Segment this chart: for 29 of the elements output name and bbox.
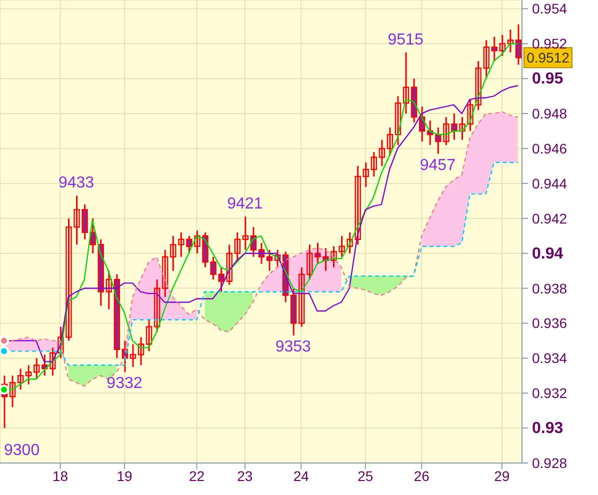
y-tick-label: 0.948 bbox=[532, 106, 568, 122]
annotation: 9457 bbox=[420, 156, 456, 174]
x-tick-label: 23 bbox=[237, 468, 253, 484]
x-tick-label: 22 bbox=[188, 468, 205, 484]
x-tick-label: 19 bbox=[116, 468, 132, 484]
y-tick-label: 0.932 bbox=[532, 385, 568, 402]
annotation: 9300 bbox=[4, 442, 40, 459]
y-tick-label: 0.934 bbox=[532, 350, 568, 366]
annotation: 9515 bbox=[388, 31, 424, 48]
y-tick-label: 0.954 bbox=[532, 0, 568, 17]
y-tick-label: 0.94 bbox=[532, 245, 564, 262]
x-tick-label: 26 bbox=[414, 468, 430, 484]
annotation: 9353 bbox=[275, 338, 312, 356]
x-tick-label: 29 bbox=[494, 468, 510, 484]
y-tick-label: 0.93 bbox=[532, 420, 564, 438]
annotation: 9421 bbox=[227, 196, 263, 213]
annotation: 9433 bbox=[58, 174, 94, 192]
text: 0.9512 bbox=[526, 50, 570, 66]
y-tick-label: 0.946 bbox=[532, 140, 568, 157]
y-tick-label: 0.928 bbox=[532, 455, 568, 471]
x-tick-label: 25 bbox=[358, 468, 374, 484]
annotation: 9332 bbox=[106, 375, 142, 392]
y-tick-label: 0.936 bbox=[532, 315, 568, 332]
y-tick-label: 0.938 bbox=[532, 280, 568, 296]
y-tick-label: 0.95 bbox=[532, 70, 564, 88]
y-tick-label: 0.942 bbox=[532, 210, 568, 226]
x-tick-label: 24 bbox=[293, 468, 310, 484]
x-tick-label: 18 bbox=[52, 468, 68, 484]
y-tick-label: 0.944 bbox=[532, 175, 568, 192]
